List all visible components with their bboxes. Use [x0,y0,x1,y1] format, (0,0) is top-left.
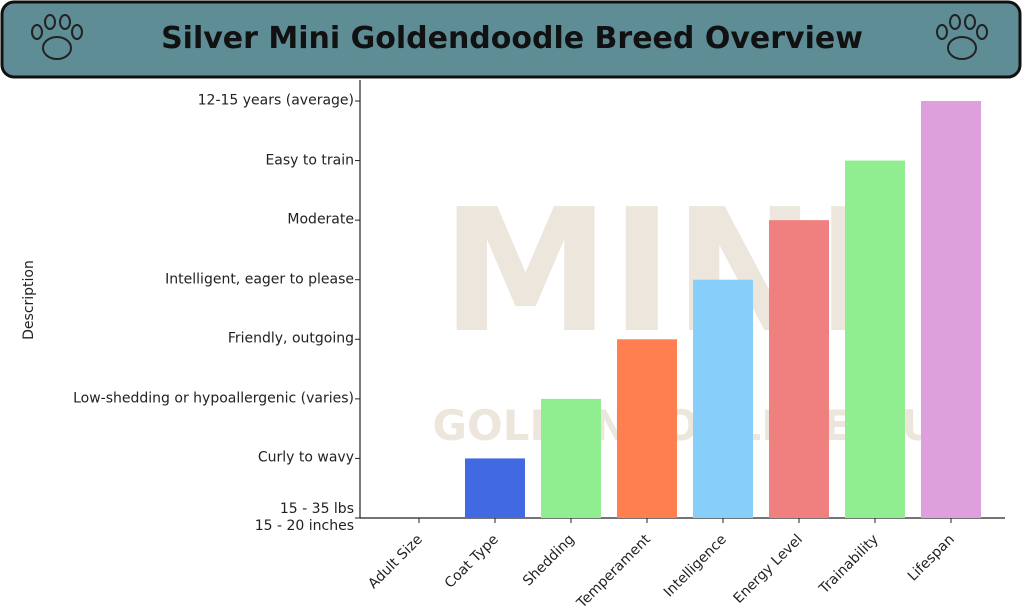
x-tick-label: Lifespan [905,532,958,585]
x-tick-label: Energy Level [731,532,806,607]
x-tick-label: Coat Type [442,532,502,592]
bar [845,160,905,519]
bar [693,279,753,518]
x-tick-label: Shedding [520,532,578,590]
bar [465,458,525,518]
y-tick-label: Intelligent, eager to please [165,271,354,288]
title-bar [0,0,1022,79]
bar [541,398,601,518]
y-tick-label: Easy to train [265,152,354,169]
y-tick-label: Friendly, outgoing [227,330,354,347]
x-tick-label: Adult Size [365,532,426,593]
x-tick-label: Intelligence [661,532,730,601]
x-tick-label: Temperament [573,531,654,612]
y-axis-label: Description [21,260,37,340]
bar [617,339,677,518]
paw-icon [936,14,988,60]
y-tick-label: Moderate [287,211,354,228]
y-tick-label: 15 - 35 lbs 15 - 20 inches [254,501,354,534]
bar [769,220,829,518]
chart-title: Silver Mini Goldendoodle Breed Overview [161,21,863,56]
bar [921,101,981,518]
y-tick-label: Curly to wavy [257,449,354,466]
paw-icon [31,14,83,60]
y-tick-label: 12-15 years (average) [197,92,354,109]
x-tick-label: Trainability [816,532,882,598]
y-tick-label: Low-shedding or hypoallergenic (varies) [73,390,354,407]
